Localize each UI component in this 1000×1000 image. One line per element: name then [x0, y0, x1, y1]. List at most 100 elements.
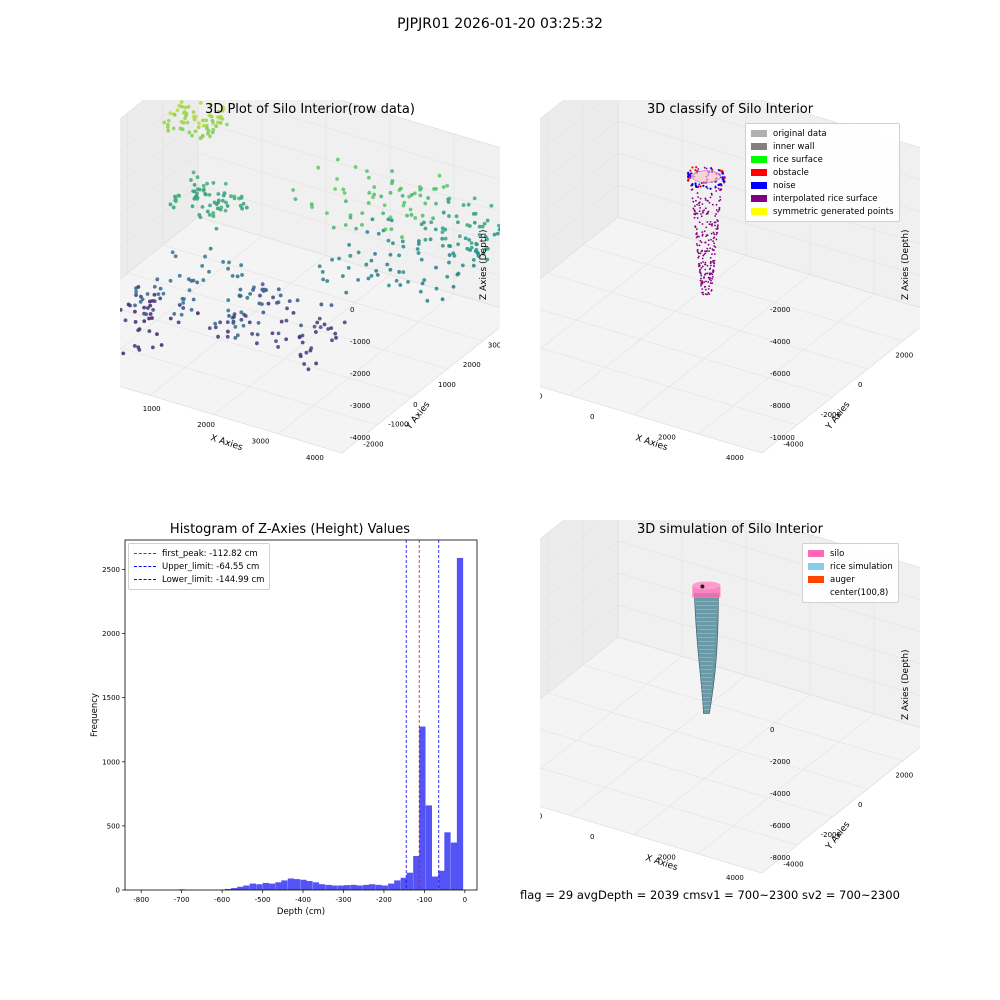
raw-point	[187, 130, 192, 135]
classify-point	[710, 260, 712, 263]
raw-point	[233, 336, 238, 340]
classify-ytick: -2000	[821, 411, 841, 419]
raw-point	[417, 239, 421, 243]
classify-ztick: -6000	[770, 370, 790, 378]
raw-point	[216, 198, 221, 203]
raw-point	[191, 297, 196, 302]
raw-point	[271, 295, 275, 300]
classify-point	[710, 232, 713, 235]
classify-point	[696, 203, 699, 206]
raw-point	[335, 177, 340, 181]
histogram-xtick-label: -300	[336, 896, 352, 904]
raw-point	[344, 290, 349, 295]
legend-entry: auger	[808, 573, 893, 586]
classify-point	[699, 197, 702, 200]
classify-point	[717, 187, 720, 190]
raw-point	[208, 203, 212, 208]
raw-point	[319, 302, 324, 307]
raw-point	[254, 341, 259, 346]
raw-point	[173, 194, 177, 199]
legend-swatch	[751, 143, 767, 150]
raw-point	[313, 330, 318, 334]
raw-point	[202, 187, 206, 192]
raw-point	[447, 214, 451, 218]
raw-point	[348, 253, 353, 258]
raw-point	[347, 242, 352, 247]
classify-point	[703, 166, 706, 169]
raw-point	[216, 109, 221, 114]
histogram-bar	[256, 884, 263, 890]
histogram-xtick-label: -700	[174, 896, 190, 904]
raw-point	[291, 310, 296, 315]
raw-point	[492, 232, 497, 237]
classify-point	[705, 272, 707, 275]
raw-ytick: 2000	[463, 361, 481, 369]
classify-point	[709, 167, 713, 170]
histogram-xtick-label: -100	[416, 896, 432, 904]
raw-point	[333, 331, 338, 336]
raw-point	[235, 274, 240, 279]
classify-point	[704, 207, 707, 210]
classify-point	[708, 293, 711, 296]
classify-point-cloud	[687, 166, 726, 296]
classify-point	[715, 228, 718, 230]
simulation-xtick: 0	[590, 833, 594, 841]
raw-point	[192, 183, 197, 187]
raw-point	[190, 204, 195, 209]
histogram-bar	[406, 872, 413, 890]
classify-point	[697, 256, 700, 259]
classify-point	[711, 248, 714, 251]
raw-point	[171, 126, 176, 131]
classify-point	[698, 263, 700, 266]
raw-ztick: 0	[350, 306, 354, 314]
classify-point	[698, 235, 700, 238]
raw-point	[195, 280, 200, 285]
raw-point	[225, 320, 230, 325]
raw-point	[220, 108, 225, 113]
raw-point	[181, 306, 186, 310]
raw-point	[270, 331, 275, 336]
histogram-axes[interactable]: -800 -700 -600 -500 -400 -300 -200 -100 0 0 500 100…	[70, 520, 510, 920]
legend-label: rice surface	[773, 154, 823, 165]
classify-point	[712, 269, 715, 272]
raw-point	[472, 196, 477, 201]
classify-point	[709, 277, 712, 279]
raw-point	[266, 301, 271, 306]
legend-entry: noise	[751, 179, 894, 192]
legend-swatch	[134, 566, 156, 567]
classify-point	[706, 272, 709, 275]
raw-point	[318, 325, 323, 330]
simulation-ztick: -4000	[770, 790, 790, 798]
legend-entry: interpolated rice surface	[751, 192, 894, 205]
classify-point	[704, 250, 706, 253]
raw-3d-axes[interactable]: -1000 0 1000 2000 3000 4000 -2000 -1000 0 1000 200…	[21, 56, 531, 480]
raw-point	[159, 343, 164, 347]
classify-point	[707, 281, 710, 283]
classify-point	[707, 288, 710, 290]
raw-point	[366, 201, 371, 205]
raw-point	[423, 237, 428, 242]
raw-point	[353, 165, 358, 169]
raw-point	[207, 326, 212, 331]
raw-point	[400, 235, 404, 240]
raw-point	[192, 114, 196, 119]
classify-point	[698, 265, 700, 268]
raw-point	[225, 334, 230, 339]
raw-point	[224, 200, 228, 205]
classify-point	[715, 238, 718, 241]
raw-point	[356, 277, 361, 282]
raw-point	[489, 203, 494, 208]
raw-point	[179, 119, 184, 124]
classify-point	[705, 280, 708, 283]
classify-point	[700, 274, 703, 277]
raw-point	[406, 279, 410, 284]
raw-point	[360, 222, 364, 227]
classify-point	[701, 234, 704, 237]
raw-point	[203, 254, 207, 259]
classify-point	[699, 268, 701, 271]
raw-point	[477, 224, 482, 229]
classify-point	[705, 226, 708, 229]
classify-panel-title: 3D classify of Silo Interior	[646, 102, 814, 117]
raw-point	[445, 274, 450, 279]
raw-point	[331, 225, 336, 230]
